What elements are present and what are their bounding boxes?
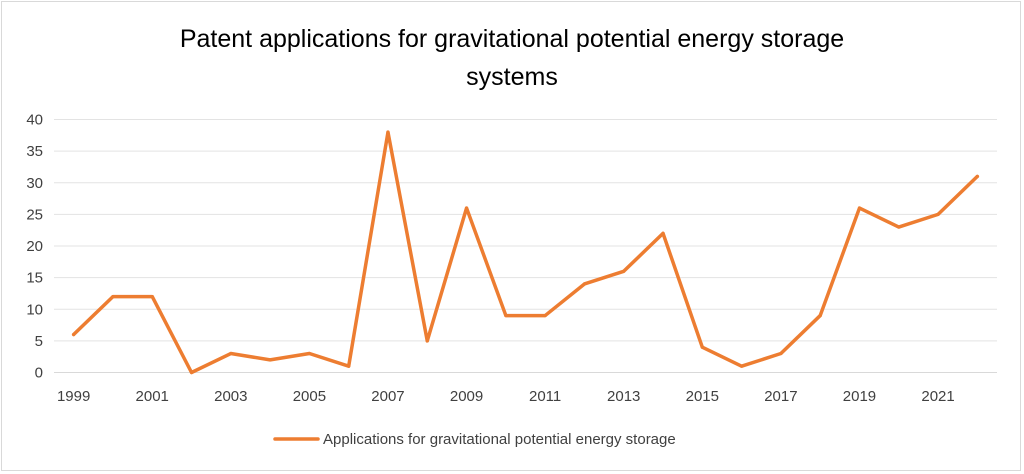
- chart-title: Patent applications for gravitational po…: [0, 20, 1024, 96]
- data-point: [622, 269, 626, 273]
- data-point: [150, 295, 154, 299]
- chart-title-line-2: systems: [466, 63, 558, 91]
- data-point: [543, 313, 547, 318]
- data-point: [189, 370, 194, 375]
- x-tick-label: 2015: [686, 388, 719, 405]
- y-tick-label: 25: [26, 206, 43, 223]
- data-point: [464, 206, 469, 210]
- y-tick-label: 35: [26, 143, 43, 160]
- data-point: [111, 295, 115, 299]
- y-axis-ticks: 0 5 10 15 20 25 30 35 40: [26, 112, 43, 382]
- data-point: [857, 206, 862, 210]
- y-tick-label: 20: [26, 238, 43, 255]
- data-point: [425, 339, 429, 343]
- data-point: [818, 313, 822, 318]
- x-tick-label: 2001: [136, 388, 169, 405]
- y-tick-label: 10: [26, 301, 43, 318]
- data-point: [72, 332, 76, 337]
- chart-title-line-1: Patent applications for gravitational po…: [179, 25, 845, 53]
- data-point: [307, 351, 311, 356]
- x-tick-label: 1999: [57, 388, 90, 405]
- x-tick-label: 2003: [214, 388, 247, 405]
- x-axis-ticks: 1999 2001 2003 2005 2007 2009 2011 2013 2015 2017…: [57, 388, 955, 405]
- x-tick-label: 2017: [764, 388, 797, 405]
- data-point: [661, 231, 665, 235]
- data-point: [268, 358, 272, 362]
- x-tick-label: 2007: [371, 388, 404, 405]
- legend-label: Applications for gravitational potential…: [323, 431, 676, 448]
- data-point: [229, 351, 233, 356]
- data-point: [740, 364, 744, 368]
- x-tick-label: 2005: [293, 388, 326, 405]
- gridlines: [54, 119, 997, 373]
- y-tick-label: 40: [26, 112, 43, 129]
- y-tick-label: 0: [35, 365, 43, 382]
- data-point: [700, 345, 704, 349]
- x-tick-label: 2011: [529, 388, 561, 405]
- data-point: [504, 313, 508, 318]
- series-layer: [71, 130, 980, 375]
- data-point: [975, 174, 979, 179]
- data-point: [386, 130, 390, 134]
- y-tick-label: 15: [26, 270, 43, 287]
- x-tick-label: 2019: [843, 388, 876, 405]
- data-point: [582, 282, 587, 286]
- x-tick-label: 2021: [921, 388, 954, 405]
- data-point: [347, 364, 351, 368]
- data-point: [936, 212, 940, 216]
- y-tick-label: 30: [26, 175, 43, 192]
- legend: Applications for gravitational potential…: [273, 431, 676, 448]
- x-tick-label: 2009: [450, 388, 483, 405]
- data-point: [897, 225, 901, 229]
- y-tick-label: 5: [35, 333, 43, 350]
- data-point: [779, 351, 783, 356]
- x-tick-label: 2013: [607, 388, 640, 405]
- series-line: [71, 130, 980, 375]
